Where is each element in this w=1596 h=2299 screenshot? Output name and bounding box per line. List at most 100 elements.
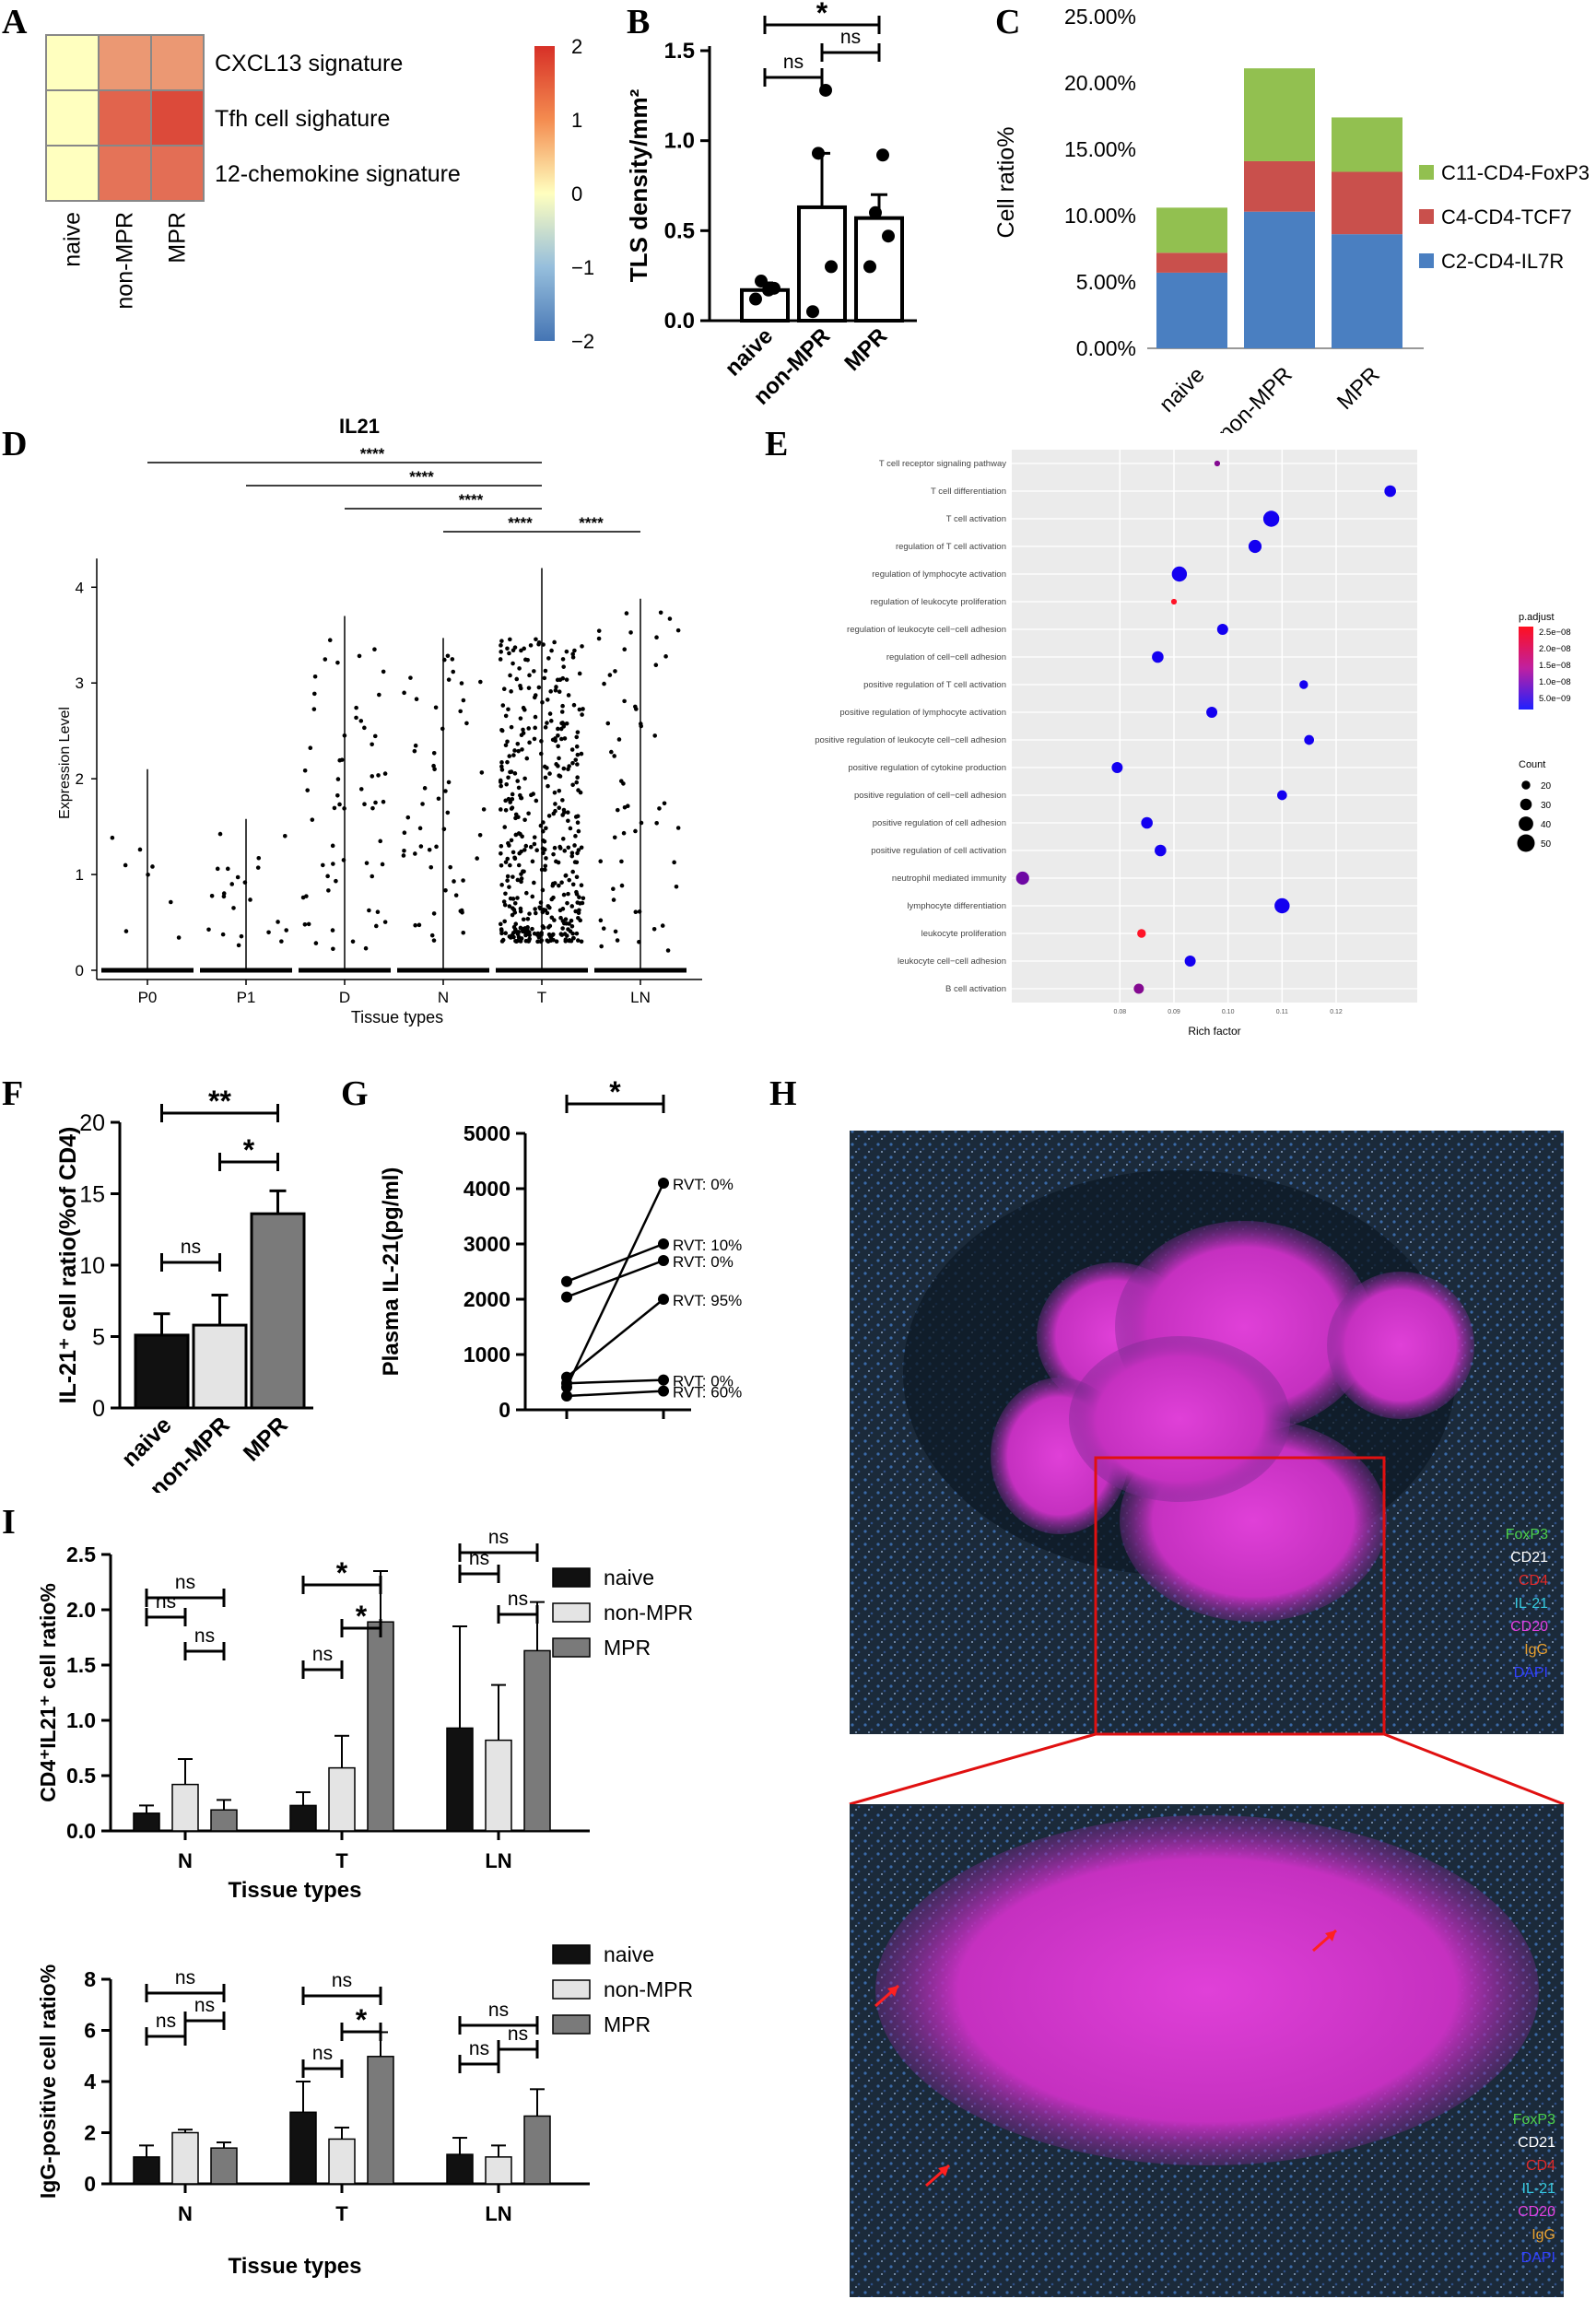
- bar: [367, 2056, 394, 2185]
- data-point: [570, 655, 576, 660]
- cell-arrow-head: [938, 2165, 949, 2176]
- bar: [250, 1212, 306, 1410]
- data-point: [561, 664, 566, 669]
- legend-tick: 1.5e−08: [1539, 661, 1571, 671]
- data-point: [570, 760, 575, 766]
- data-point: [574, 874, 580, 880]
- data-point: [510, 906, 515, 910]
- data-point: [560, 798, 565, 803]
- data-point: [381, 799, 386, 804]
- data-point: [533, 693, 538, 698]
- data-point: [541, 925, 546, 931]
- legend-label: non-MPR: [604, 1977, 693, 2001]
- x-tick-label: P0: [138, 989, 158, 1006]
- cell-arrow-head: [1325, 1930, 1336, 1941]
- data-point: [436, 796, 441, 802]
- y-tick-label: 4: [76, 579, 84, 596]
- data-point: [609, 749, 614, 755]
- data-point: [358, 719, 364, 723]
- data-point: [538, 751, 544, 757]
- data-point: [527, 673, 532, 678]
- legend-dot: [1521, 780, 1531, 790]
- legend-swatch: [1419, 209, 1434, 224]
- legend-tick: 1.0e−08: [1539, 677, 1571, 687]
- bar: [134, 1333, 190, 1410]
- data-point: [567, 877, 572, 883]
- data-point: [657, 806, 662, 811]
- data-point: [552, 918, 557, 922]
- data-point: [658, 1255, 669, 1266]
- data-point: [806, 305, 819, 319]
- data-point: [561, 1291, 572, 1303]
- data-point: [308, 745, 313, 751]
- data-point: [539, 739, 544, 744]
- plot-background: [1012, 450, 1417, 1003]
- data-point: [619, 883, 625, 888]
- channel-legend-bottom: IgG: [1531, 2227, 1555, 2243]
- data-point: [532, 880, 536, 886]
- data-point: [508, 769, 512, 775]
- data-point: [500, 703, 506, 708]
- sig-bracket-label: *: [356, 2003, 368, 2036]
- data-point: [545, 721, 549, 725]
- data-point: [566, 927, 570, 932]
- data-point: [516, 930, 522, 934]
- data-point: [408, 675, 413, 680]
- panel-label-e: E: [765, 425, 789, 463]
- data-point: [675, 826, 681, 830]
- data-point: [557, 788, 562, 793]
- sig-bracket-label: *: [356, 1600, 368, 1633]
- channel-legend-bottom: DAPI: [1521, 2250, 1555, 2266]
- data-point: [531, 792, 535, 796]
- data-point: [560, 675, 566, 681]
- data-point: [558, 726, 564, 732]
- enrichment-dot: [1155, 844, 1167, 857]
- lymphoid-follicle: [1069, 1336, 1290, 1502]
- data-point: [370, 742, 374, 747]
- data-point: [358, 787, 364, 792]
- x-tick-label: non-MPR: [1214, 362, 1297, 433]
- enrichment-dot: [1141, 816, 1153, 829]
- legend-label: C11-CD4-FoxP3: [1441, 161, 1590, 184]
- data-point: [556, 744, 560, 749]
- data-point: [522, 926, 528, 931]
- sig-bracket-label: ns: [175, 1967, 195, 1988]
- data-point: [526, 686, 532, 690]
- heatmap-cell: [150, 89, 205, 147]
- data-point: [557, 805, 562, 811]
- data-point: [559, 721, 564, 726]
- data-point: [475, 856, 479, 861]
- data-point: [518, 792, 522, 798]
- term-label: positive regulation of cell adhesion: [873, 818, 1006, 828]
- heatmap-cell: [45, 89, 100, 147]
- x-tick-label: LN: [485, 2202, 511, 2225]
- data-point: [417, 922, 422, 928]
- enrichment-dot: [1384, 485, 1396, 498]
- data-point: [481, 807, 487, 812]
- enrichment-dot: [1206, 707, 1218, 718]
- legend-label: naive: [604, 1566, 654, 1589]
- data-point: [549, 648, 554, 653]
- data-point: [573, 909, 579, 914]
- term-label: B cell activation: [945, 984, 1006, 994]
- data-point: [512, 856, 518, 861]
- data-point: [575, 730, 581, 734]
- y-tick-label: 4000: [464, 1177, 510, 1201]
- data-point: [428, 864, 434, 870]
- data-point: [560, 703, 565, 709]
- data-point: [169, 899, 173, 905]
- data-point: [533, 910, 538, 916]
- x-tick-label: P0: [553, 1425, 580, 1428]
- data-point: [441, 827, 447, 832]
- data-point: [510, 796, 515, 802]
- data-point: [541, 642, 546, 647]
- legend-label: MPR: [604, 2012, 651, 2036]
- data-point: [572, 648, 577, 653]
- data-point: [579, 751, 584, 757]
- data-point: [539, 938, 545, 943]
- colorbar: [534, 46, 555, 341]
- data-point: [313, 941, 319, 945]
- data-point: [658, 1238, 669, 1249]
- data-point: [380, 862, 385, 867]
